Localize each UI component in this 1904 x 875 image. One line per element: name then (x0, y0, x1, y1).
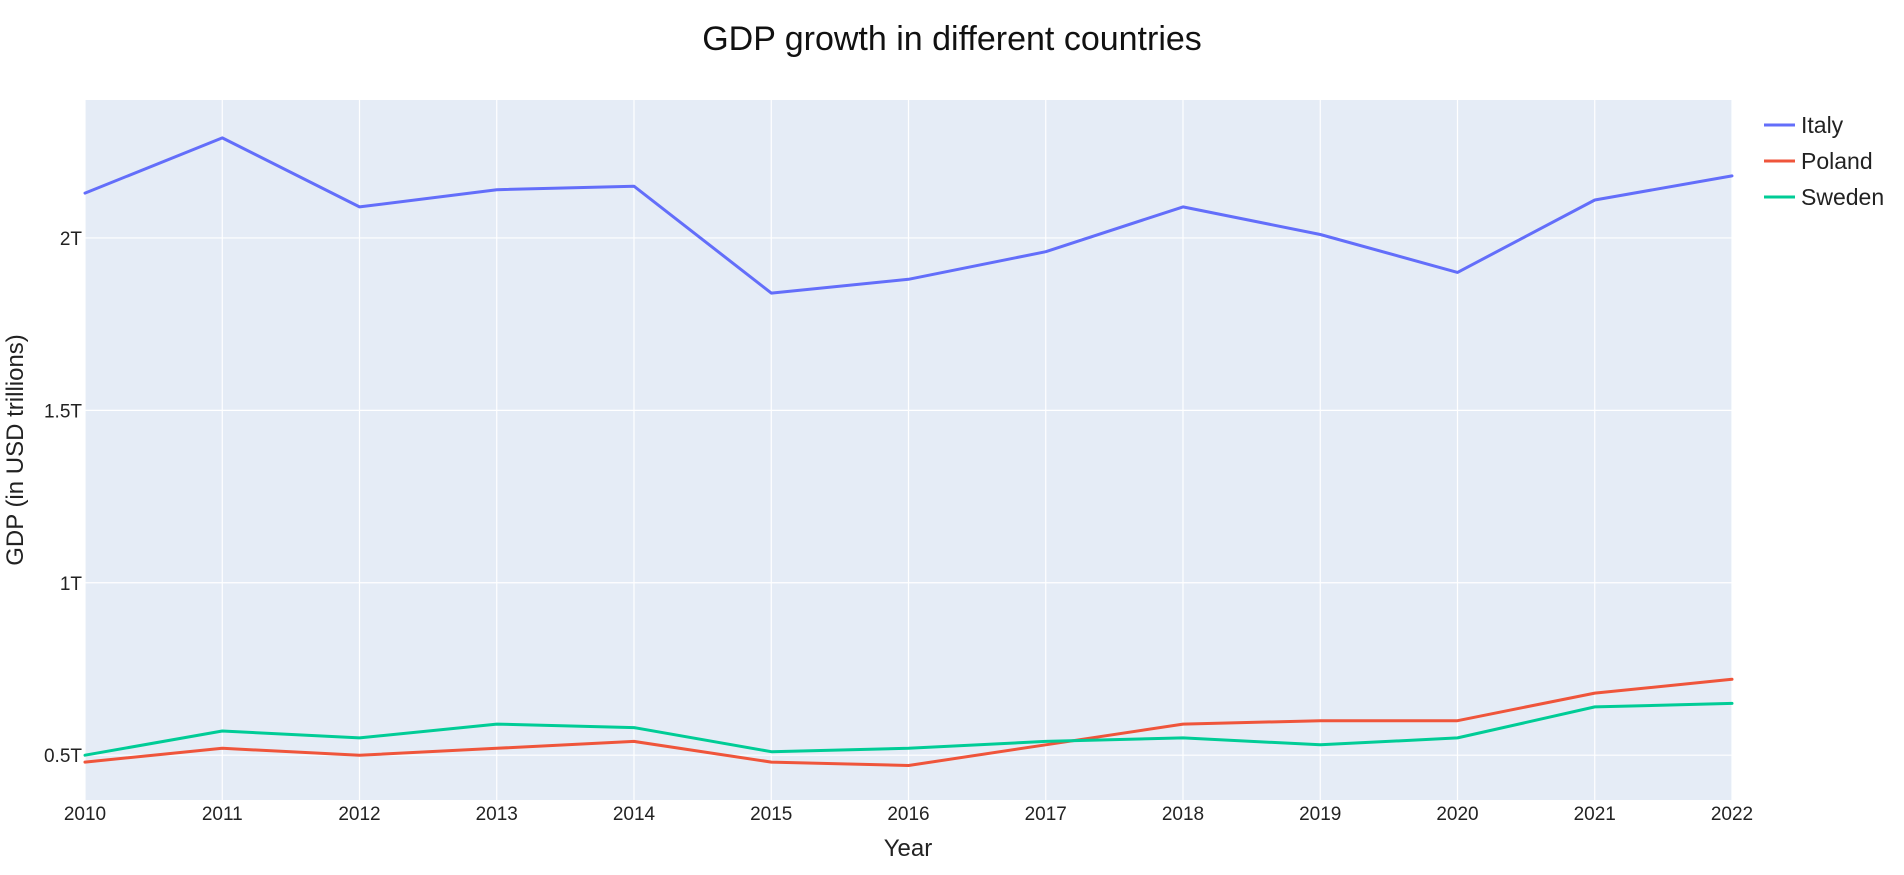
x-tick-label: 2013 (476, 804, 518, 825)
y-tick-label: 1T (60, 574, 83, 595)
legend-label-italy: Italy (1801, 112, 1844, 138)
x-tick-label: 2021 (1574, 804, 1616, 825)
legend: Italy Poland Sweden (1764, 112, 1884, 210)
x-tick-label: 2011 (202, 804, 243, 825)
x-tick-label: 2020 (1436, 804, 1478, 825)
y-tick-label: 1.5T (44, 401, 82, 422)
chart-title: GDP growth in different countries (702, 20, 1202, 58)
x-tick-label: 2022 (1711, 804, 1753, 825)
series-line-poland (83, 677, 1734, 767)
series-line-italy (83, 136, 1734, 295)
series-lines (83, 136, 1734, 767)
legend-label-sweden: Sweden (1801, 184, 1884, 210)
y-tick-label: 0.5T (44, 746, 82, 767)
x-tick-label: 2015 (750, 804, 792, 825)
x-axis-title: Year (884, 835, 933, 862)
y-tick-label: 2T (60, 229, 83, 250)
legend-label-poland: Poland (1801, 148, 1873, 174)
y-tick-labels: 0.5T 1T 1.5T 2T (44, 229, 82, 767)
x-tick-labels: 2010 2011 2012 2013 2014 2015 2016 2017 2018 2019… (64, 804, 1753, 825)
x-tick-label: 2019 (1299, 804, 1341, 825)
x-tick-label: 2017 (1025, 804, 1067, 825)
x-tick-label: 2014 (613, 804, 656, 825)
x-gridlines (84, 100, 1733, 800)
x-tick-label: 2018 (1162, 804, 1204, 825)
series-line-sweden (83, 701, 1734, 757)
x-tick-label: 2012 (338, 804, 380, 825)
x-tick-label: 2016 (887, 804, 929, 825)
y-axis-title: GDP (in USD trillions) (2, 334, 29, 566)
x-tick-label: 2010 (64, 804, 106, 825)
